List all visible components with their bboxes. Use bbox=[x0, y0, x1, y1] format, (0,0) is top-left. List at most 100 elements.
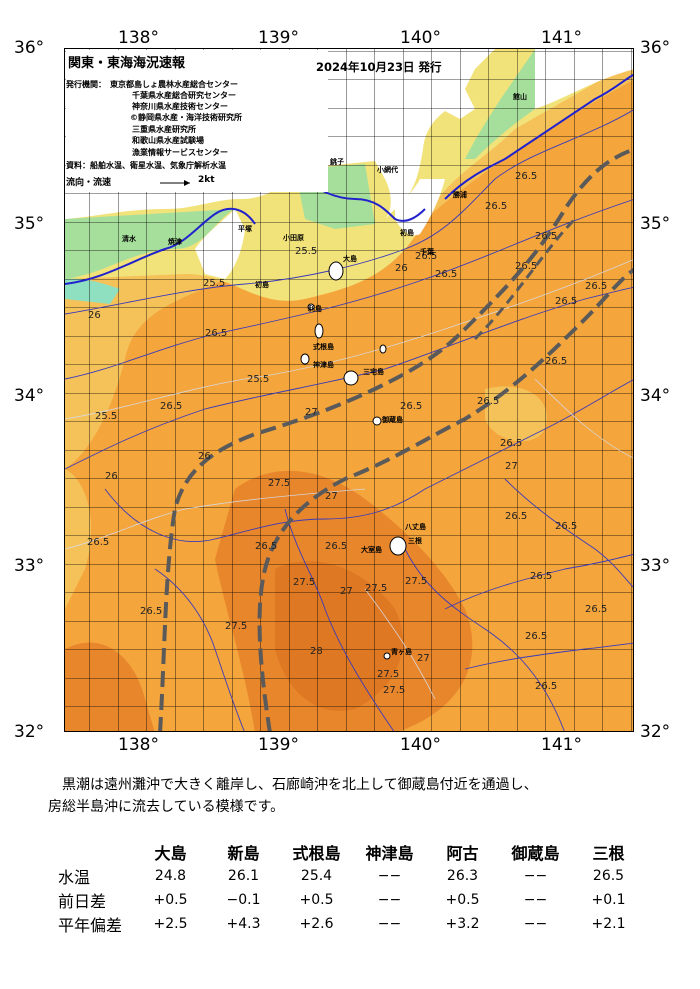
island-oshima bbox=[328, 261, 344, 281]
kuroshio-branch bbox=[473, 217, 577, 341]
isotherm-label: 26 bbox=[105, 471, 118, 482]
lat-label-33-right: 33° bbox=[640, 556, 671, 576]
isotherm-label: 26.5 bbox=[325, 541, 347, 552]
lon-label-138-bottom: 138° bbox=[118, 735, 159, 755]
island-mikurajima bbox=[372, 416, 382, 426]
org-line-6: 和歌山県水産試験場 bbox=[132, 136, 204, 145]
place-label: 小田原 bbox=[282, 233, 304, 242]
isotherm-label: 27 bbox=[325, 491, 338, 502]
lat-label-36-right: 36° bbox=[640, 38, 671, 58]
place-label: 館山 bbox=[513, 92, 527, 101]
island-niijima bbox=[314, 323, 324, 339]
flow-arrow-icon bbox=[160, 180, 190, 186]
island-miyakejima bbox=[343, 370, 359, 386]
isotherm-label: 26.5 bbox=[255, 541, 277, 552]
island-kozushima bbox=[300, 353, 310, 365]
place-label: 神津島 bbox=[313, 360, 334, 369]
table-cell: +3.2 bbox=[445, 916, 480, 932]
table-cell: +0.5 bbox=[445, 892, 480, 908]
isotherm-label: 26.5 bbox=[555, 521, 577, 532]
place-label: 三宅島 bbox=[363, 367, 384, 376]
flow-scale: 2kt bbox=[198, 175, 215, 185]
table-cell: 26.5 bbox=[592, 868, 625, 884]
isotherm-label: 26.5 bbox=[535, 681, 557, 692]
table-cell: +2.6 bbox=[299, 916, 334, 932]
table-header-row: 大島 新島 式根島 神津島 阿古 御蔵島 三根 bbox=[58, 840, 645, 864]
row-label: 前日差 bbox=[58, 892, 107, 911]
table-cell: 26.1 bbox=[227, 868, 260, 884]
place-label: 御蔵島 bbox=[381, 415, 403, 424]
table-cell: −0.1 bbox=[226, 892, 261, 908]
light-isotherm-lines bbox=[65, 259, 633, 700]
lon-label-140-bottom: 140° bbox=[400, 735, 441, 755]
org-line-4: ©静岡県水産・海洋技術研究所 bbox=[130, 113, 242, 122]
column-header: 御蔵島 bbox=[511, 844, 560, 863]
isotherm-value-labels: 26.5 26 25.5 26.5 25.5 26 26 25.5 27 27.… bbox=[87, 171, 607, 696]
column-header: 式根島 bbox=[292, 844, 341, 863]
isotherm-label: 26.5 bbox=[535, 231, 557, 242]
island-hachijojima bbox=[389, 536, 407, 556]
org-line-1: 発行機関： 東京都島しょ農林水産総合センター bbox=[66, 80, 238, 89]
isotherm-label: 25.5 bbox=[247, 374, 269, 385]
isotherm-label: 28 bbox=[310, 646, 323, 657]
place-label: 初島 bbox=[255, 280, 269, 289]
table-cell: −− bbox=[523, 868, 548, 884]
place-label: 銚子 bbox=[330, 157, 344, 166]
table-cell: −− bbox=[377, 892, 402, 908]
org-line-3: 神奈川県水産技術センター bbox=[132, 102, 228, 111]
column-header: 新島 bbox=[227, 844, 260, 863]
place-label: 初島 bbox=[400, 228, 414, 237]
column-header: 神津島 bbox=[365, 844, 414, 863]
org-line-7: 漁業情報サービスセンター bbox=[132, 148, 228, 157]
kuroshio-axis-north bbox=[158, 147, 633, 731]
row-label: 水温 bbox=[58, 868, 91, 887]
isotherm-label: 27.5 bbox=[377, 669, 399, 680]
table-row: 水温 24.8 26.1 25.4 −− 26.3 −− 26.5 bbox=[58, 864, 645, 888]
isotherm-label: 26.5 bbox=[205, 328, 227, 339]
place-label: 平塚 bbox=[238, 224, 252, 233]
isotherm-label: 26.5 bbox=[515, 261, 537, 272]
lat-label-34-left: 34° bbox=[14, 386, 45, 406]
place-label: 大室島 bbox=[361, 545, 382, 554]
table-row: 平年偏差 +2.5 +4.3 +2.6 −− +3.2 −− +2.1 bbox=[58, 912, 645, 936]
isotherm-lines bbox=[65, 109, 633, 731]
isotherm-label: 25.5 bbox=[295, 246, 317, 257]
isotherm-label: 27.5 bbox=[383, 685, 405, 696]
place-label: 清水 bbox=[122, 234, 137, 243]
place-label: 大島 bbox=[343, 254, 357, 263]
isotherm-label: 26 bbox=[198, 451, 211, 462]
isotherm-label: 25.5 bbox=[95, 411, 117, 422]
place-label: 八丈島 bbox=[404, 522, 426, 531]
place-label: 三根 bbox=[408, 536, 422, 545]
table-cell: 26.3 bbox=[446, 868, 479, 884]
isotherm-label: 27 bbox=[340, 586, 353, 597]
isotherm-label: 26.5 bbox=[530, 571, 552, 582]
row-label: 平年偏差 bbox=[58, 916, 123, 935]
isotherm-label: 27 bbox=[417, 653, 430, 664]
lon-label-139-top: 139° bbox=[258, 28, 299, 48]
place-label: 式根島 bbox=[313, 342, 334, 351]
isotherm-label: 26.5 bbox=[160, 401, 182, 412]
water-temperature-table: 大島 新島 式根島 神津島 阿古 御蔵島 三根 水温 24.8 26.1 25.… bbox=[58, 840, 645, 936]
table-cell: +0.1 bbox=[591, 892, 626, 908]
data-sources: 資料：船舶水温、衛星水温、気象庁解析水温 bbox=[66, 161, 226, 170]
place-label: 焼津 bbox=[168, 237, 182, 246]
isotherm-label: 26.5 bbox=[415, 251, 437, 262]
table-cell: +4.3 bbox=[226, 916, 261, 932]
isotherm-label: 26.5 bbox=[485, 201, 507, 212]
issue-date: 2024年10月23日 発行 bbox=[316, 60, 442, 74]
lat-label-33-left: 33° bbox=[14, 556, 45, 576]
islands bbox=[300, 261, 407, 660]
isotherm-label: 26.5 bbox=[515, 171, 537, 182]
place-label: 勝浦 bbox=[453, 190, 467, 199]
isotherm-label: 26.5 bbox=[505, 511, 527, 522]
coastline-boso-east bbox=[444, 73, 633, 200]
isotherm-label: 26.5 bbox=[585, 604, 607, 615]
table-cell: −− bbox=[523, 892, 548, 908]
kuroshio-axis-south bbox=[257, 267, 633, 731]
isotherm-label: 26.5 bbox=[435, 269, 457, 280]
column-header: 大島 bbox=[154, 844, 187, 863]
island-aogashima bbox=[383, 652, 391, 660]
place-label: 利島 bbox=[308, 304, 322, 313]
coastline-suruga bbox=[65, 207, 256, 285]
